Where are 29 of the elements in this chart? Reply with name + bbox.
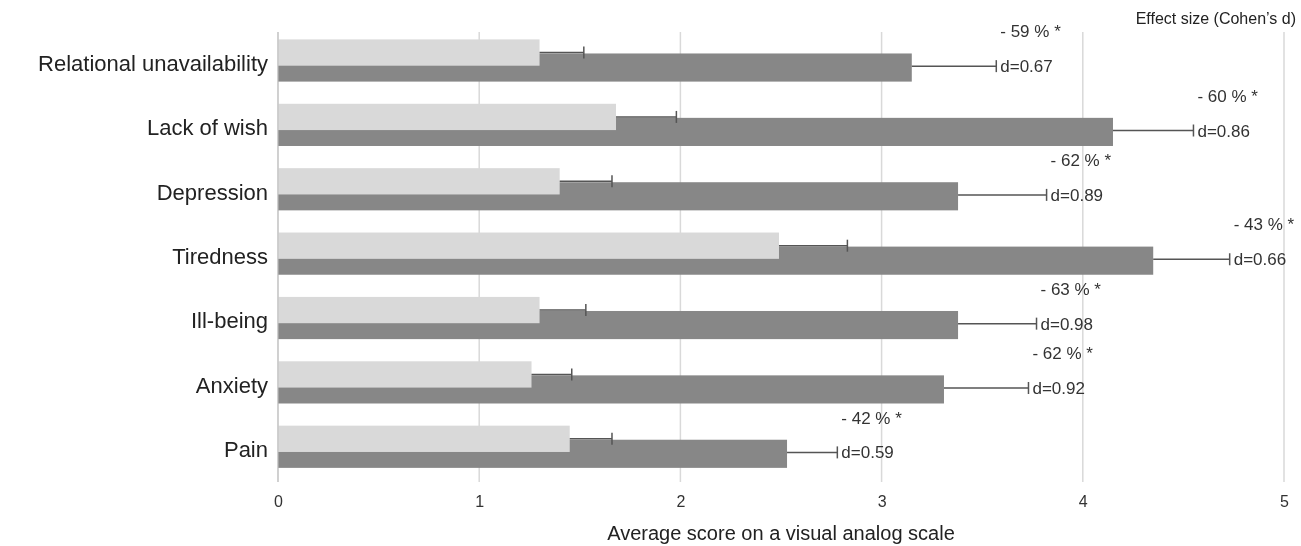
annotation: d=0.86 [1197,121,1250,141]
annotation: - 62 % * [1050,151,1112,171]
annotation: - 62 % * [1032,344,1094,364]
annotation: d=0.66 [1233,250,1287,270]
text: Effect size (Cohen’s d) [1135,10,1296,27]
x-tick-label: 5 [1280,493,1290,511]
annotation: - 42 % * [841,408,903,428]
y-tick-label: Lack of wish [146,115,268,141]
y-tick-label: Pain [223,437,268,463]
x-axis-title: Average score on a visual analog scale [607,522,955,544]
y-tick-label: Anxiety [195,372,268,398]
annotation: d=0.98 [1040,314,1094,334]
x-tick-label: 1 [475,493,485,511]
annotation: - 63 % * [1040,279,1102,299]
x-tick-label: 2 [676,493,686,511]
x-tick-label: 4 [1078,493,1088,511]
annotation: d=0.67 [1000,57,1053,77]
y-tick-label: Ill-being [190,308,268,334]
annotation: d=0.89 [1050,185,1104,205]
y-tick-label: Tiredness [172,244,268,270]
annotation: d=0.92 [1032,379,1085,399]
x-tick-label: 3 [877,493,887,511]
annotation: - 59 % * [1000,22,1062,42]
annotation: - 43 % * [1233,215,1295,235]
y-tick-label: Depression [156,179,268,205]
annotation: - 60 % * [1197,86,1259,106]
y-tick-label: Relational unavailability [38,50,268,76]
annotation: d=0.59 [841,443,894,463]
x-tick-label: 0 [274,493,284,511]
